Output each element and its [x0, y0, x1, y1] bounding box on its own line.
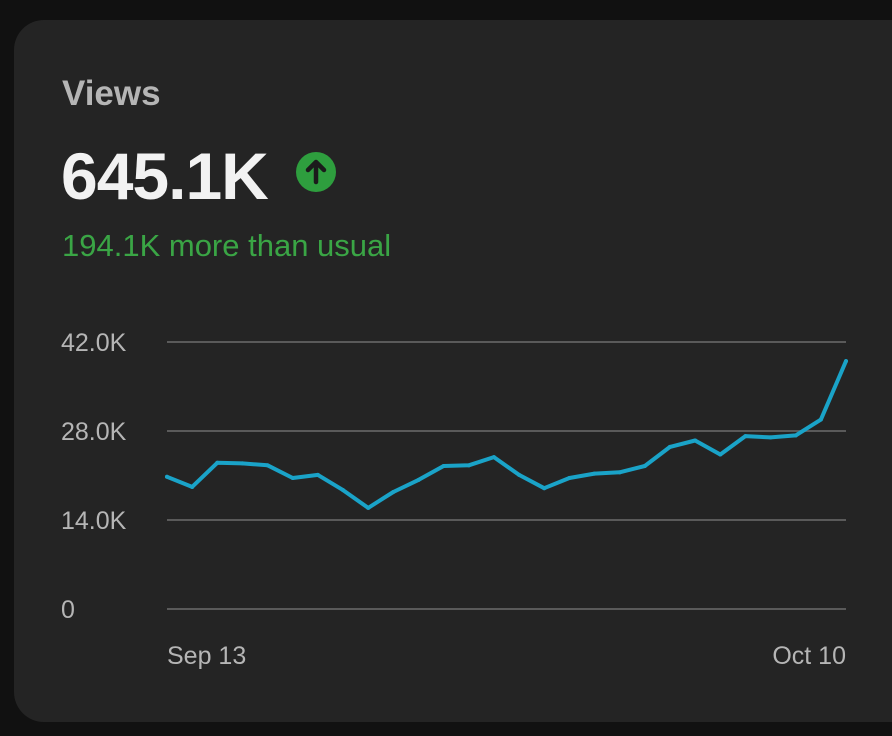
y-tick-label: 42.0K [61, 329, 127, 357]
y-tick-label: 14.0K [61, 507, 127, 535]
delta-text: 194.1K more than usual [62, 228, 392, 263]
data-point [667, 444, 672, 449]
data-point [441, 463, 446, 468]
data-point [693, 438, 698, 443]
data-point [793, 433, 798, 438]
data-point [190, 484, 195, 489]
data-point [718, 452, 723, 457]
data-point [517, 472, 522, 477]
card-title: Views [62, 74, 161, 113]
x-tick-label: Oct 10 [772, 642, 846, 670]
views-total: 645.1K [61, 139, 269, 213]
data-point [768, 435, 773, 440]
data-point [844, 359, 848, 364]
y-tick-label: 28.0K [61, 418, 127, 446]
y-tick-label: 0 [61, 596, 75, 624]
data-point [466, 463, 471, 468]
chart-series [165, 359, 848, 510]
data-point [315, 472, 320, 477]
data-point [617, 470, 622, 475]
arrow-up-circle-icon [296, 152, 336, 192]
data-point [818, 417, 823, 422]
data-point [542, 486, 547, 491]
data-point [290, 476, 295, 481]
y-axis-ticks: 42.0K 28.0K 14.0K 0 [61, 329, 127, 624]
data-point [567, 476, 572, 481]
data-point [366, 505, 371, 510]
data-point [215, 460, 220, 465]
data-point [240, 461, 245, 466]
chart-grid [167, 341, 846, 610]
data-point [743, 434, 748, 439]
x-axis-ticks: Sep 13 Oct 10 [167, 642, 846, 670]
data-point [491, 455, 496, 460]
views-card[interactable] [14, 20, 892, 722]
data-point [341, 488, 346, 493]
data-point [391, 490, 396, 495]
x-tick-label: Sep 13 [167, 642, 246, 670]
data-point [416, 477, 421, 482]
data-point [592, 471, 597, 476]
views-series-line [165, 359, 848, 510]
data-point [165, 474, 169, 479]
data-point [265, 463, 270, 468]
data-point [642, 463, 647, 468]
